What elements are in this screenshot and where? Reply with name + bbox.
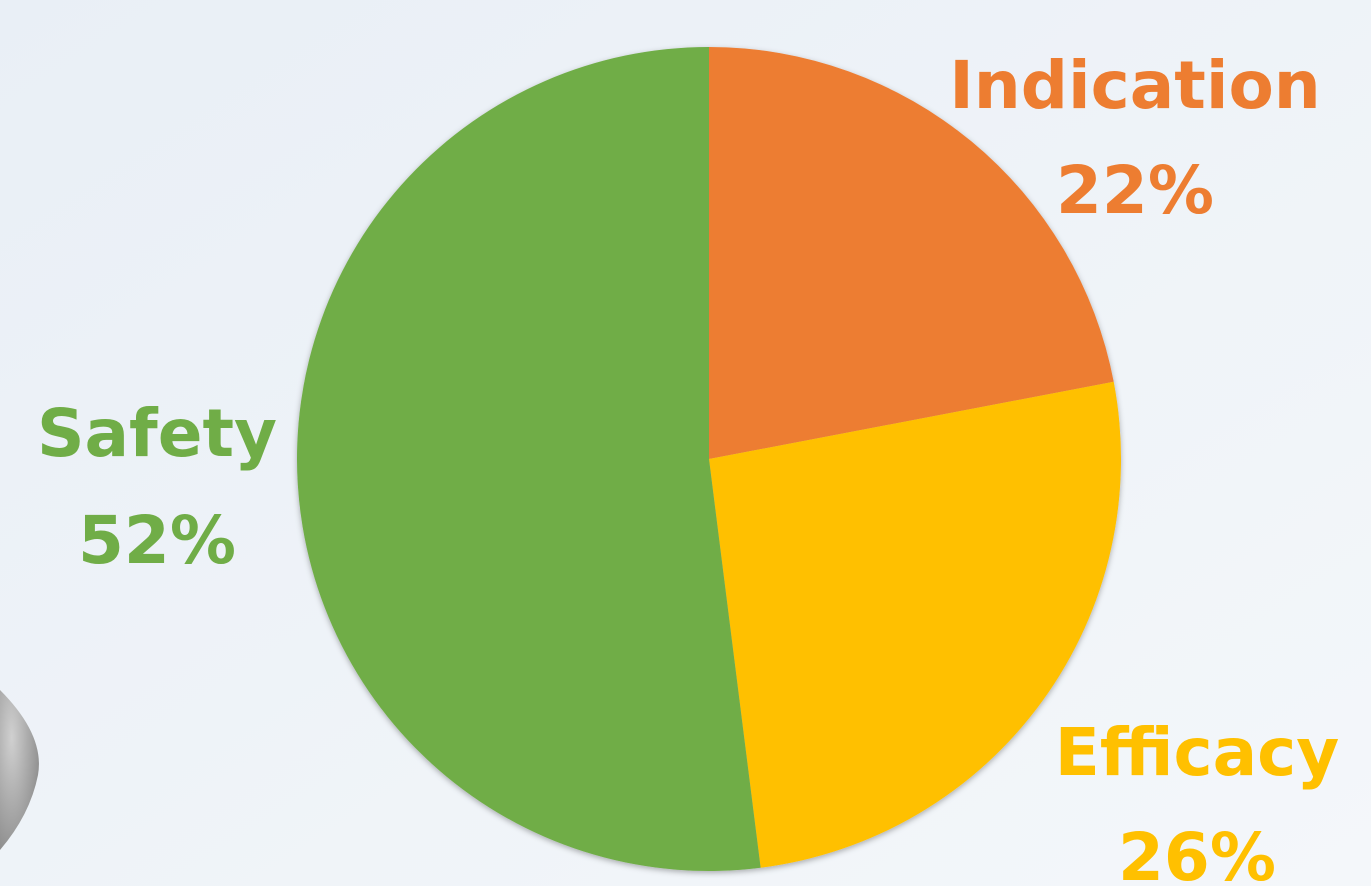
- slice-label: Safety: [37, 395, 277, 472]
- slice-value-label: 22%: [1056, 152, 1214, 229]
- slice-value-label: 26%: [1118, 819, 1276, 886]
- decorative-shape: [0, 690, 39, 850]
- pie-slice: [709, 381, 1122, 868]
- slice-label: Efficacy: [1055, 714, 1340, 791]
- pie-slice: [709, 47, 1114, 459]
- pie: [297, 47, 1122, 872]
- slice-label: Indication: [949, 47, 1321, 124]
- pie-slice: [297, 47, 761, 872]
- slice-value-label: 52%: [78, 502, 236, 579]
